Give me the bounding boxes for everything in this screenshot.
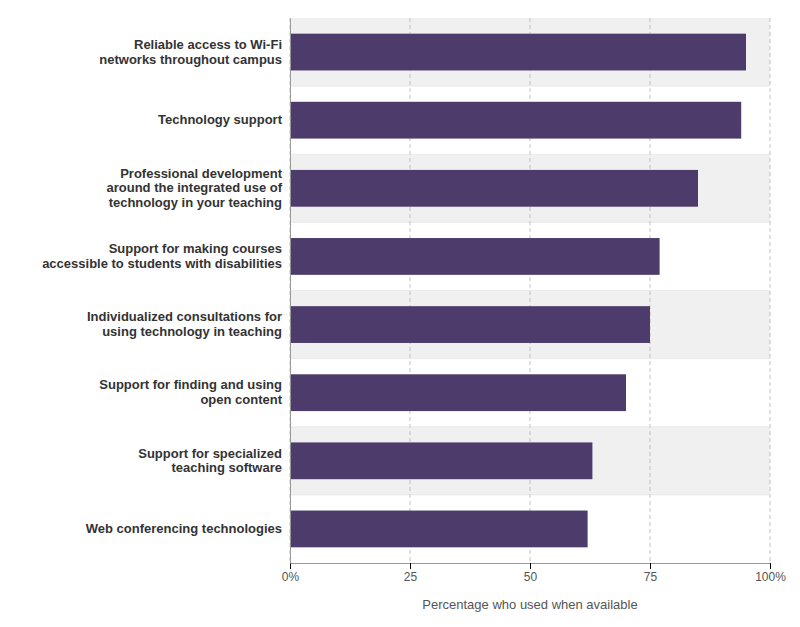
row-separator [290,222,770,223]
x-tick-mark [410,563,411,569]
y-tick: Professional developmentaround the integ… [106,166,290,211]
y-tick-label-line: Individualized consultations for [87,309,282,324]
x-tick: 100% [755,563,786,584]
bar [290,238,660,275]
y-tick-label-line: Support for specialized [138,445,282,460]
y-tick: Technology support [158,112,290,127]
y-tick: Web conferencing technologies [86,521,290,536]
y-tick-label-line: Support for finding and using [99,377,282,392]
y-tick-label-line: Professional development [120,166,282,181]
y-tick-label: Web conferencing technologies [86,521,282,536]
y-tick: Support for specializedteaching software [138,445,290,475]
bar [290,442,592,479]
y-tick-label: Technology support [158,112,283,127]
x-tick-mark [290,563,291,569]
x-tick-mark [770,563,771,569]
x-tick: 0% [282,563,300,584]
bar [290,170,698,207]
y-axis-line [290,19,291,564]
y-tick-label-line: around the integrated use of [106,180,282,195]
y-tick-label: Support for making coursesaccessible to … [42,241,282,271]
y-tick-label-line: using technology in teaching [102,324,282,339]
x-tick-label: 75 [644,570,658,584]
grid-line [290,18,291,563]
row-separator [290,86,770,87]
y-tick: Reliable access to Wi-Finetworks through… [99,37,290,67]
row-backgrounds [290,18,770,563]
x-tick: 50 [524,563,538,584]
x-axis: 0% 25 50 75 100% [282,563,786,584]
row-separator [290,358,770,359]
x-axis-line [291,564,771,570]
y-tick-label: Reliable access to Wi-Finetworks through… [99,37,282,67]
bar [290,374,626,411]
x-tick-label: 25 [404,570,418,584]
y-tick-label-line: Web conferencing technologies [86,521,282,536]
y-tick-label-line: networks throughout campus [99,52,282,67]
bar [290,511,588,548]
row-separator [290,154,770,155]
y-tick: Support for finding and usingopen conten… [99,377,290,407]
y-tick-label-line: Support for making courses [109,241,282,256]
y-tick-label: Professional developmentaround the integ… [106,166,282,211]
y-tick-label-line: Reliable access to Wi-Fi [134,37,282,52]
y-tick: Individualized consultations forusing te… [87,309,290,339]
y-tick-label-line: technology in your teaching [109,195,282,210]
bar [290,102,741,139]
y-tick-label-line: Technology support [158,112,283,127]
bar [290,306,650,343]
bars [290,34,746,548]
x-tick-mark [530,563,531,569]
row-separator [290,290,770,291]
x-tick: 75 [644,563,658,584]
x-tick-label: 100% [755,570,786,584]
chart: 0% 25 50 75 100% Web conferencing technologie… [0,0,800,627]
y-tick-label-line: accessible to students with disabilities [42,256,282,271]
y-tick-label: Support for specializedteaching software [138,445,282,475]
grid [290,18,770,563]
x-tick-label: 50 [524,570,538,584]
x-axis-title: Percentage who used when available [422,597,637,612]
x-tick-mark [650,563,651,569]
row-background [290,427,770,495]
row-separator [290,426,770,427]
row-background [290,154,770,222]
y-tick-label: Individualized consultations forusing te… [87,309,282,339]
y-tick-label-line: open content [200,392,282,407]
plot: 0% 25 50 75 100% Web conferencing technologie… [42,18,786,584]
x-tick-label: 0% [282,570,300,584]
bar [290,34,746,71]
y-tick-label: Support for finding and usingopen conten… [99,377,282,407]
x-tick: 25 [404,563,418,584]
row-separators [290,86,770,495]
y-axis: Web conferencing technologies Support for… [42,19,290,564]
y-tick-label-line: teaching software [171,460,282,475]
row-separator [290,494,770,495]
y-tick: Support for making coursesaccessible to … [42,241,290,271]
